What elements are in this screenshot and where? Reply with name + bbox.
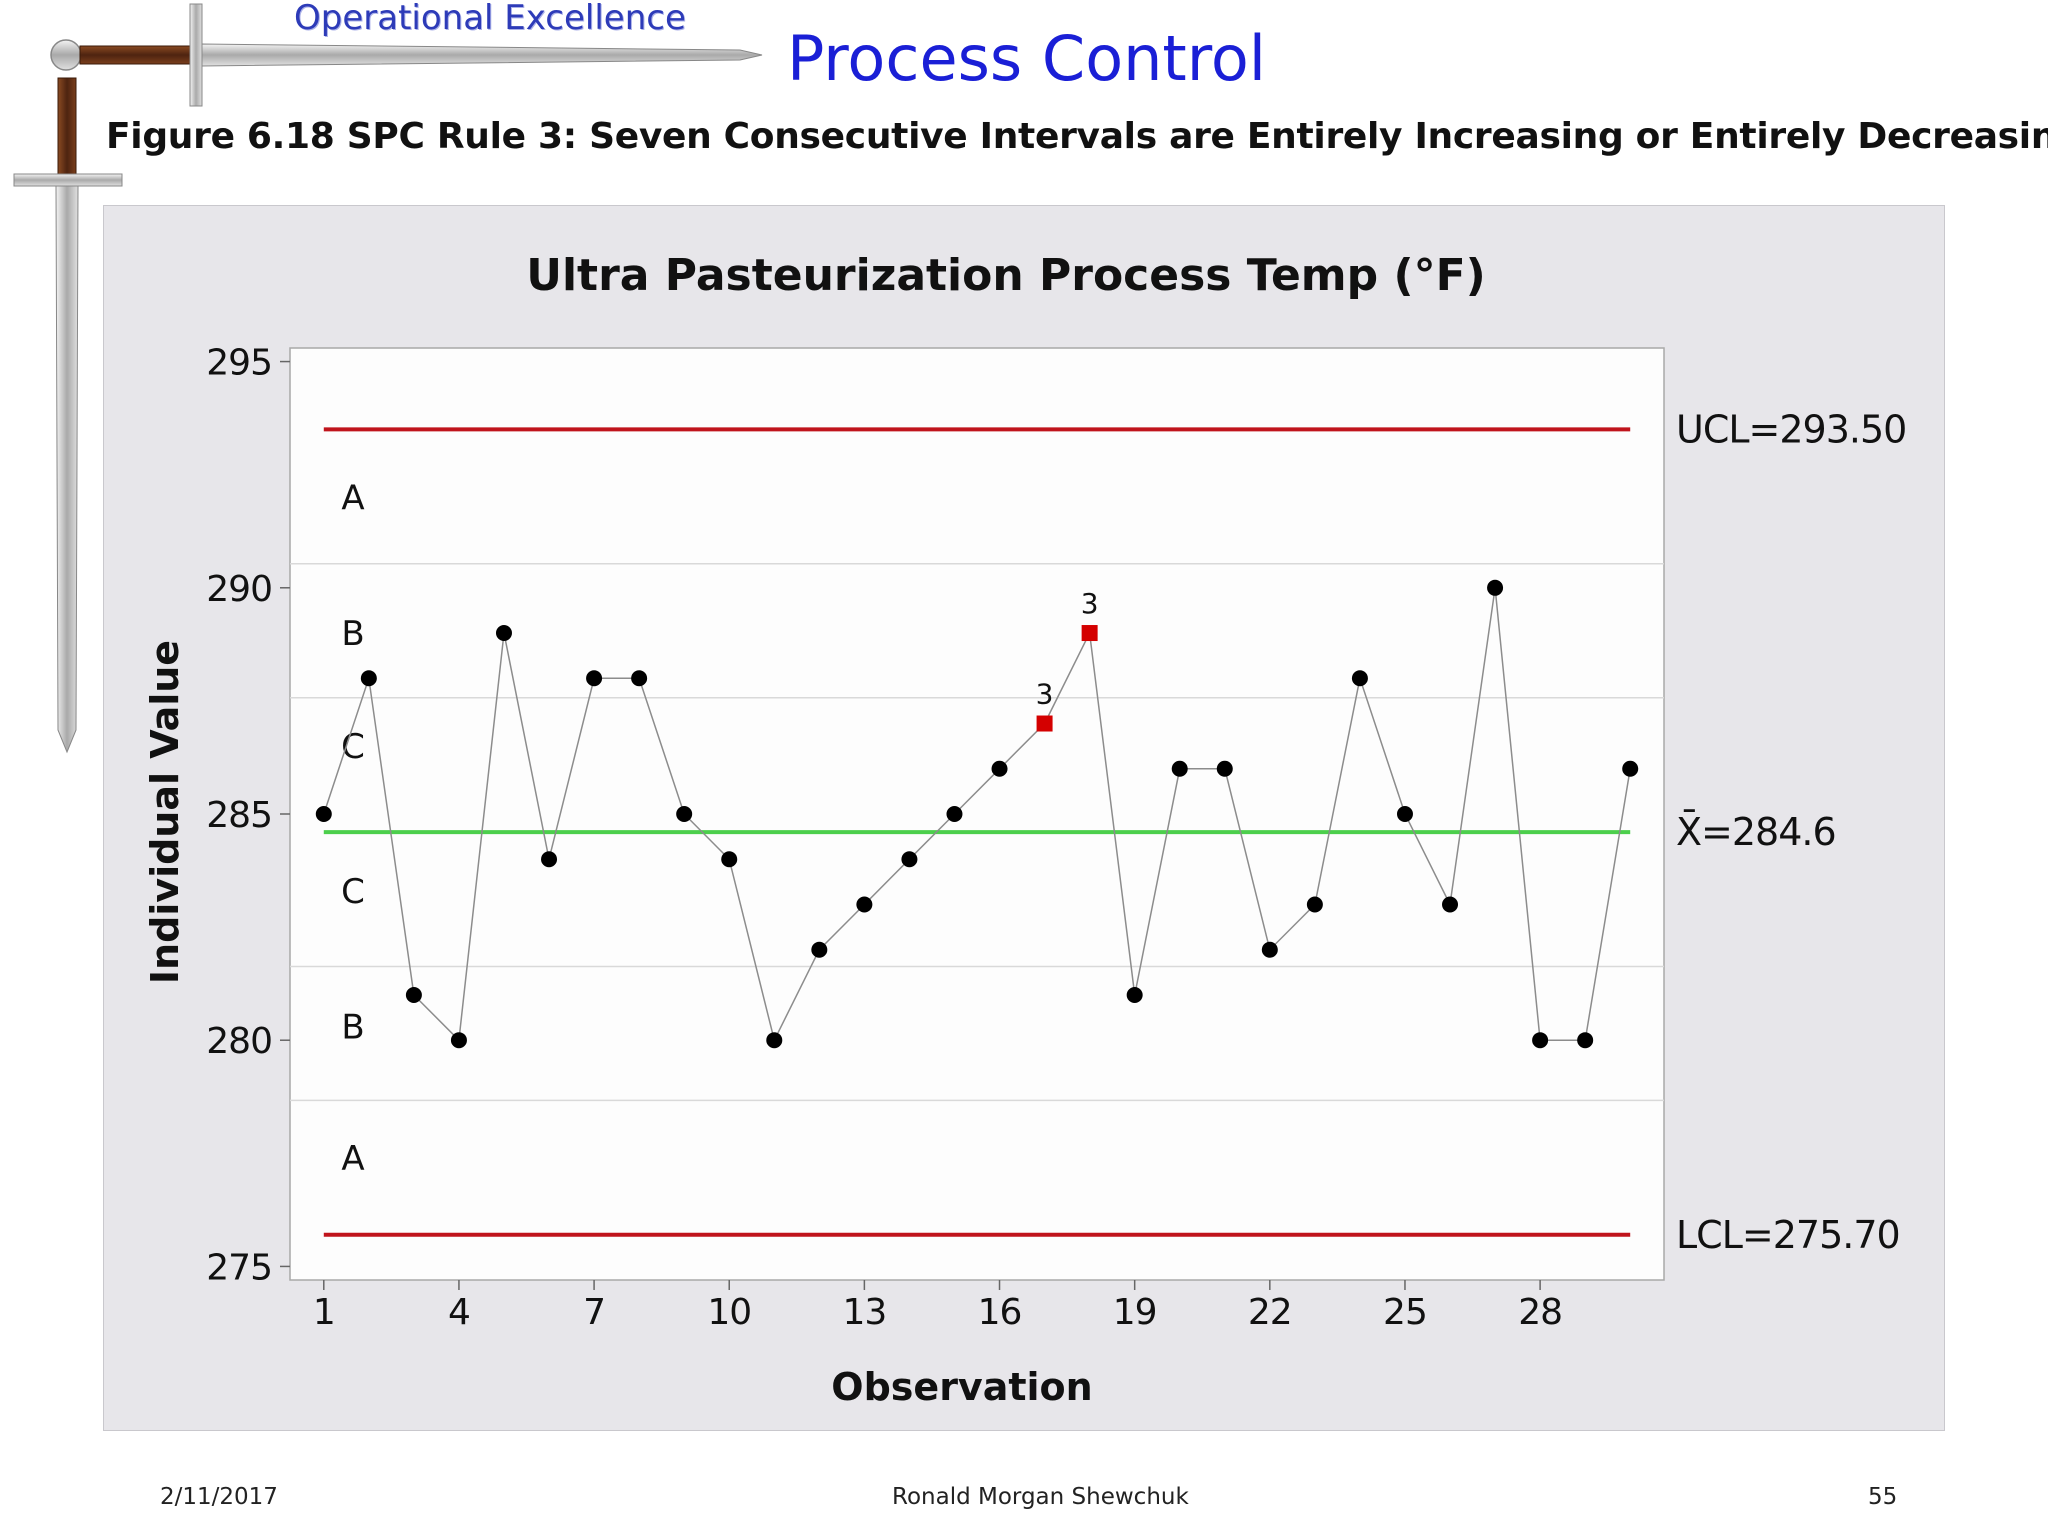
flagged-point: [1081, 625, 1098, 642]
plot-area: [289, 347, 1665, 1281]
header-subtitle: Operational Excellence: [294, 0, 686, 38]
data-point: [1216, 760, 1233, 777]
data-point: [631, 670, 648, 687]
ucl-label: UCL=293.50: [1676, 407, 1906, 451]
footer-page-number: 55: [1868, 1484, 1898, 1510]
data-point: [541, 851, 558, 868]
x-tick-label: 22: [1248, 1292, 1292, 1333]
data-point: [1351, 670, 1368, 687]
data-point: [1126, 986, 1143, 1003]
footer-date: 2/11/2017: [160, 1484, 278, 1510]
data-point: [1487, 579, 1504, 596]
data-point: [1171, 760, 1188, 777]
data-point: [811, 941, 828, 958]
x-tick-label: 10: [707, 1292, 751, 1333]
x-tick-label: 13: [842, 1292, 886, 1333]
y-tick-label: 280: [206, 1021, 272, 1062]
zone-label: A: [341, 1139, 364, 1179]
series-line: [323, 587, 1631, 1043]
y-axis-label: Individual Value: [143, 640, 187, 984]
flag-label: 3: [1081, 587, 1099, 620]
data-point: [1396, 806, 1413, 822]
x-axis-label: Observation: [831, 1365, 1092, 1409]
data-point: [315, 806, 332, 822]
data-point: [901, 851, 918, 868]
x-tick-label: 4: [448, 1292, 470, 1333]
footer-author: Ronald Morgan Shewchuk: [892, 1484, 1189, 1510]
x-tick-label: 28: [1518, 1292, 1562, 1333]
data-point: [946, 806, 963, 822]
zone-label: B: [341, 1008, 364, 1048]
y-tick-label: 275: [206, 1247, 272, 1288]
y-tick-label: 290: [206, 569, 272, 610]
zone-label: C: [341, 727, 365, 767]
zone-label: B: [341, 614, 364, 654]
data-point: [405, 986, 422, 1003]
x-tick-label: 7: [583, 1292, 605, 1333]
x-tick-label: 16: [978, 1292, 1022, 1333]
y-tick-label: 285: [206, 795, 272, 836]
data-point: [676, 806, 693, 822]
data-point: [856, 896, 873, 913]
data-point: [766, 1032, 783, 1049]
x-tick-label: 19: [1113, 1292, 1157, 1333]
data-point: [1442, 896, 1459, 913]
data-point: [1577, 1032, 1594, 1049]
data-point: [721, 851, 738, 868]
x-tick-label: 1: [313, 1292, 335, 1333]
zone-label: A: [341, 478, 364, 518]
data-point: [991, 760, 1008, 777]
data-point: [1532, 1032, 1549, 1049]
data-point: [450, 1032, 467, 1049]
data-point: [1261, 941, 1278, 958]
flag-label: 3: [1036, 678, 1054, 711]
y-tick-label: 295: [206, 343, 272, 384]
zone-label: C: [341, 872, 365, 912]
data-point: [1622, 760, 1639, 777]
page-title: Process Control: [787, 22, 1267, 95]
data-point: [360, 670, 377, 687]
lcl-label: LCL=275.70: [1676, 1213, 1900, 1257]
data-point: [495, 625, 512, 642]
flagged-point: [1036, 715, 1053, 732]
figure-caption: Figure 6.18 SPC Rule 3: Seven Consecutiv…: [106, 116, 2048, 157]
center-label: X̄=284.6: [1676, 810, 1836, 854]
sword-icon: [13, 3, 763, 754]
x-tick-label: 25: [1383, 1292, 1427, 1333]
chart-title: Ultra Pasteurization Process Temp (°F): [526, 250, 1486, 301]
data-point: [586, 670, 603, 687]
data-point: [1306, 896, 1323, 913]
